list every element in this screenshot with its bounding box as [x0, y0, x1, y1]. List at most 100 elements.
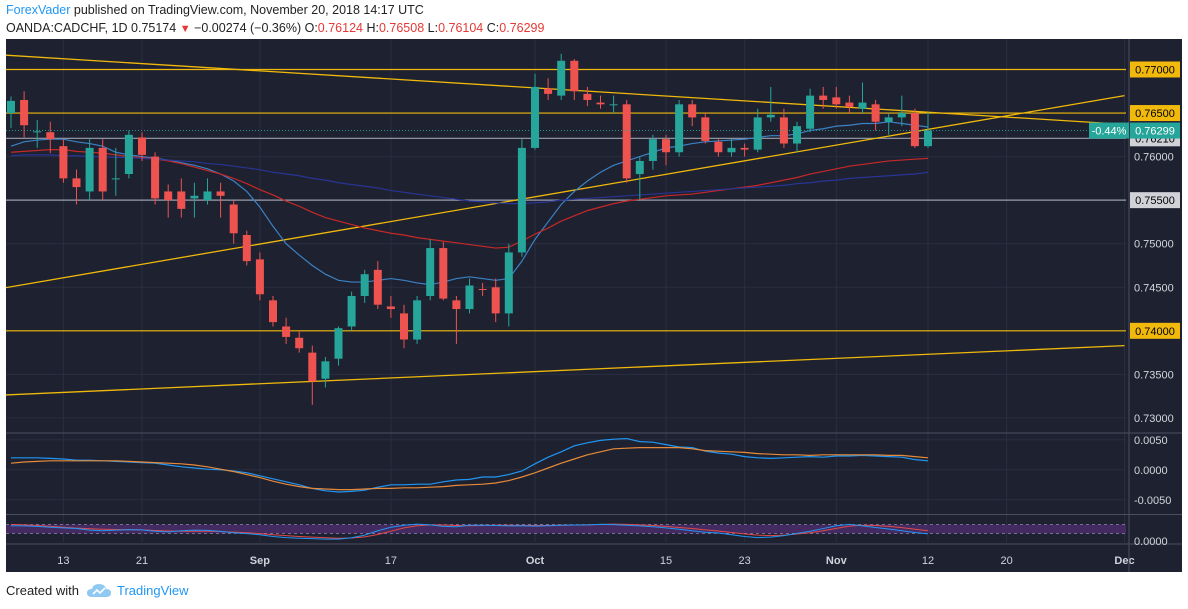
- macd-signal-line: [10, 447, 929, 491]
- level-label-badge: [1130, 192, 1180, 209]
- low-label: L:: [427, 21, 439, 35]
- candle-body: [98, 147, 107, 192]
- candle-body: [111, 178, 120, 180]
- chart-container[interactable]: 13 21 Sep 17 Oct 15 23 Nov 12 20 Dec 0.73000 0.73500…: [6, 39, 1182, 572]
- candle-body: [190, 195, 199, 199]
- created-with-text: Created with: [6, 583, 79, 598]
- low-value: 0.76104: [438, 21, 484, 35]
- x-axis-label: Nov: [826, 555, 848, 567]
- candle-body: [910, 113, 919, 147]
- candle-body: [439, 248, 448, 299]
- candle-body: [308, 352, 317, 382]
- macd-axis-label: 0.0000: [1134, 465, 1168, 477]
- candle-body: [832, 97, 841, 105]
- candle-body: [544, 88, 553, 94]
- x-axis-label: Dec: [1114, 555, 1134, 567]
- last-price-badge: [1130, 122, 1180, 139]
- candle-body: [20, 99, 29, 126]
- open-value: 0.76124: [317, 21, 363, 35]
- candle-body: [400, 313, 408, 340]
- candle-body: [675, 104, 684, 153]
- candle-body: [33, 131, 42, 133]
- level-label: 0.74000: [1135, 326, 1175, 338]
- footer: Created with TradingView: [6, 583, 189, 598]
- candle-body: [766, 114, 775, 118]
- candle-body: [242, 235, 251, 262]
- candle-body: [897, 113, 906, 118]
- candle-body: [85, 147, 94, 192]
- x-axis-label: 20: [1000, 555, 1012, 567]
- candle-body: [426, 248, 435, 296]
- tradingview-link[interactable]: TradingView: [116, 583, 189, 598]
- candle-body: [557, 60, 566, 96]
- x-axis-label: 17: [385, 555, 397, 567]
- close-value: 0.76299: [499, 21, 545, 35]
- change-badge: [1089, 122, 1129, 139]
- open-label: O:: [304, 21, 318, 35]
- price-axis-label: 0.73000: [1134, 413, 1174, 425]
- rsi-band: [6, 524, 1126, 534]
- rsi-line-primary: [10, 523, 929, 540]
- price-axis-label: 0.76000: [1134, 152, 1174, 164]
- candle-body: [373, 269, 382, 305]
- candle-body: [386, 306, 395, 310]
- candle-body: [714, 141, 723, 153]
- macd-axis-label: -0.0050: [1134, 495, 1171, 507]
- price-axis-label: 0.75000: [1134, 239, 1174, 251]
- candle-body: [465, 285, 474, 310]
- tradingview-cloud-icon: [86, 583, 111, 598]
- candle-body: [138, 137, 146, 155]
- candle-body: [229, 204, 238, 234]
- candle-body: [72, 178, 81, 188]
- candle-body: [740, 147, 749, 150]
- candle-body: [845, 102, 854, 107]
- macd-line: [11, 437, 929, 493]
- level-label-badge: [1130, 61, 1180, 78]
- candle-body: [360, 274, 369, 296]
- candle-body: [753, 117, 762, 150]
- candle-body: [334, 328, 343, 359]
- candle-body: [819, 95, 828, 100]
- x-axis-label: 21: [136, 555, 148, 567]
- candle-body: [622, 104, 631, 179]
- x-axis-label: 13: [57, 555, 69, 567]
- candle-body: [570, 60, 579, 92]
- candle-body: [321, 361, 330, 379]
- trendline: [6, 94, 1125, 289]
- candle-body: [413, 300, 422, 340]
- last-price: 0.75174: [131, 21, 177, 35]
- candle-body: [295, 337, 304, 349]
- close-label: C:: [486, 21, 500, 35]
- candle-body: [596, 102, 605, 105]
- publish-info: ForexVader published on TradingView.com,…: [6, 3, 424, 17]
- rsi-axis-label: 0.0000: [1134, 536, 1168, 548]
- level-label: 0.75500: [1135, 195, 1175, 207]
- candle-body: [269, 300, 277, 323]
- price-change: −0.00274 (−0.36%): [194, 21, 302, 35]
- ohlc-legend: OANDA:CADCHF, 1D 0.75174 ▼ −0.00274 (−0.…: [6, 21, 544, 35]
- published-text: published on TradingView.com, November 2…: [70, 3, 424, 17]
- high-value: 0.76508: [378, 21, 425, 35]
- candlestick-chart[interactable]: 13 21 Sep 17 Oct 15 23 Nov 12 20 Dec 0.73000 0.73500…: [6, 39, 1182, 572]
- candle-body: [478, 289, 487, 291]
- symbol-label: OANDA:CADCHF, 1D: [6, 21, 128, 35]
- candle-body: [858, 102, 867, 109]
- candle-body: [282, 326, 291, 337]
- candle-body: [884, 117, 893, 122]
- level-label-badge: [1130, 322, 1180, 339]
- candle-body: [452, 300, 461, 310]
- candle-body: [648, 139, 657, 161]
- candle-body: [806, 95, 815, 129]
- level-label: 0.76500: [1135, 108, 1175, 120]
- candle-body: [164, 191, 173, 201]
- candle-body: [793, 126, 801, 144]
- author-link[interactable]: ForexVader: [6, 3, 71, 17]
- price-axis-label: 0.74500: [1134, 282, 1174, 294]
- candle-body: [517, 147, 526, 253]
- trendline: [6, 344, 1125, 396]
- candle-body: [871, 104, 880, 122]
- level-label-badge: [1130, 105, 1180, 122]
- candle-body: [504, 252, 513, 314]
- candle-body: [688, 104, 697, 118]
- moving-average-line: [10, 154, 929, 205]
